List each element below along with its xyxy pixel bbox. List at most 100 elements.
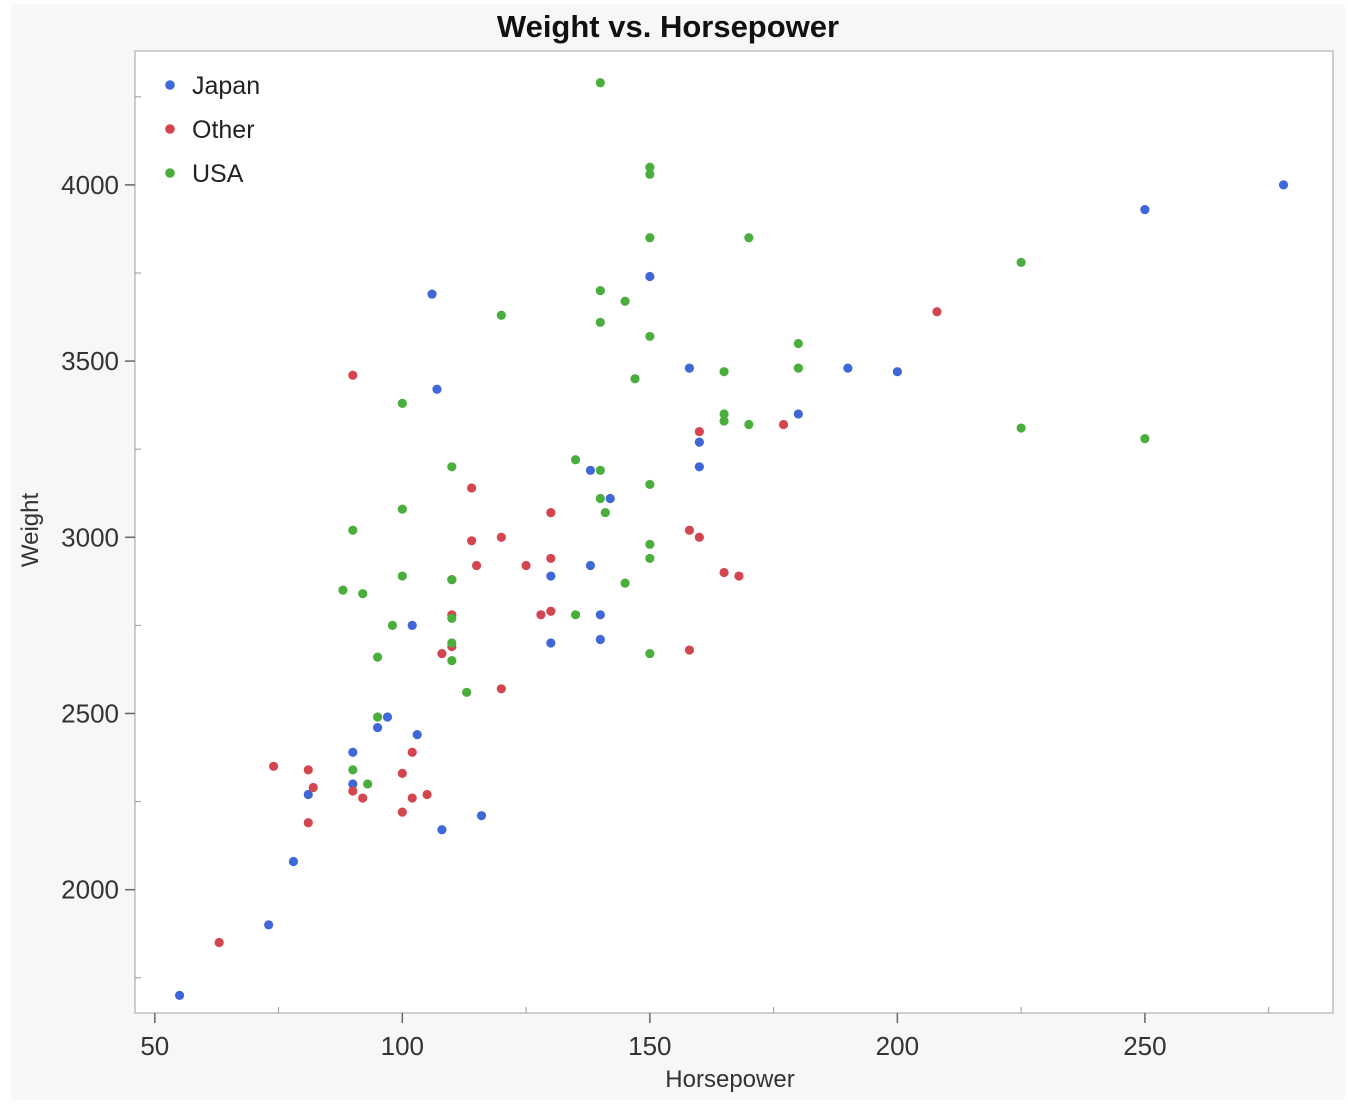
data-point-usa [447,613,457,623]
data-point-japan [432,384,442,394]
data-point-other [467,483,477,493]
data-point-usa [496,310,506,320]
scatter-chart: Weight vs. Horsepower 50 100 150 200 250 2000… [17,9,1334,1093]
data-point-other [407,793,417,803]
data-point-other [308,782,318,793]
data-point-usa [719,409,729,419]
data-point-japan [427,289,437,299]
y-tick-label: 2000 [61,875,119,905]
data-point-japan [407,620,417,630]
data-point-usa [645,648,655,659]
x-tick-label: 100 [381,1031,424,1061]
data-point-usa [387,620,398,630]
data-point-other [734,571,744,581]
y-axis-label: Weight [17,493,44,568]
data-point-japan [585,465,596,475]
data-point-other [684,645,695,655]
data-point-usa [1016,423,1026,433]
data-point-usa [348,765,358,775]
y-tick-label: 3500 [61,346,119,376]
data-point-japan [264,920,274,930]
data-point-usa [1140,434,1150,444]
data-point-japan [476,811,487,821]
data-point-other [397,768,407,778]
series-japan [174,180,1289,1000]
series-other [214,307,942,948]
data-point-usa [744,419,754,430]
data-point-usa [397,398,407,408]
data-point-usa [372,712,383,722]
axis-ticks: 50 100 150 200 250 2000 2500 3000 3500 4000 [61,96,1270,1061]
x-axis-label: Horsepower [665,1066,794,1093]
data-point-other [269,761,279,771]
data-point-japan [174,990,185,1000]
x-tick-label: 50 [140,1031,169,1061]
data-point-other [496,532,506,542]
data-point-japan [694,437,704,447]
data-point-japan [595,634,605,645]
data-point-japan [694,462,704,472]
data-point-usa [447,656,457,666]
data-point-other [546,606,556,616]
data-point-usa [595,493,605,504]
legend-label: USA [192,160,244,188]
data-point-usa [363,779,373,789]
chart-frame: Weight vs. Horsepower 50 100 150 200 250 2000… [10,4,1346,1100]
x-tick-label: 150 [628,1031,671,1061]
plot-area [134,50,1334,1014]
data-point-other [471,560,482,571]
chart-title: Weight vs. Horsepower [497,9,839,44]
data-point-usa [372,652,383,662]
data-point-other [546,553,556,564]
data-point-usa [447,574,457,585]
data-point-usa [1016,257,1026,268]
data-point-japan [585,560,596,571]
data-point-usa [358,589,368,599]
data-point-usa [645,553,655,564]
data-point-other [303,818,313,828]
data-point-other [437,648,447,659]
data-point-other [684,525,695,535]
data-point-usa [645,162,655,172]
data-point-usa [620,296,630,306]
data-point-other [303,765,313,775]
data-point-other [348,786,358,796]
data-points [174,78,1289,1000]
data-point-usa [595,78,605,88]
data-point-usa [645,169,655,179]
legend-label: Other [192,116,255,144]
data-point-other [348,370,358,380]
data-point-japan [595,610,605,620]
data-point-usa [348,525,358,535]
data-point-usa [645,233,655,243]
data-point-other [932,307,942,317]
data-point-other [694,532,704,542]
data-point-usa [645,479,655,490]
data-point-usa [744,233,754,243]
data-point-japan [605,493,615,504]
data-point-usa [447,462,457,472]
data-point-usa [570,455,581,465]
y-tick-label: 2500 [61,698,119,728]
data-point-japan [843,363,853,373]
data-point-other [778,419,789,430]
data-point-usa [397,504,407,514]
data-point-japan [412,730,422,740]
data-point-usa [570,610,581,620]
data-point-usa [645,539,655,549]
data-point-japan [684,363,695,373]
x-tick-label: 250 [1123,1031,1166,1061]
data-point-usa [620,578,630,588]
data-point-usa [600,508,610,518]
data-point-usa [338,585,348,595]
legend: Japan Other USA [165,72,260,188]
data-point-japan [892,367,902,377]
data-point-japan [645,271,655,282]
data-point-japan [348,747,358,757]
data-point-usa [462,687,472,697]
data-point-japan [1140,204,1150,215]
y-tick-label: 3000 [61,522,119,552]
data-point-usa [630,374,640,384]
data-point-usa [645,331,655,342]
data-point-other [719,567,729,578]
